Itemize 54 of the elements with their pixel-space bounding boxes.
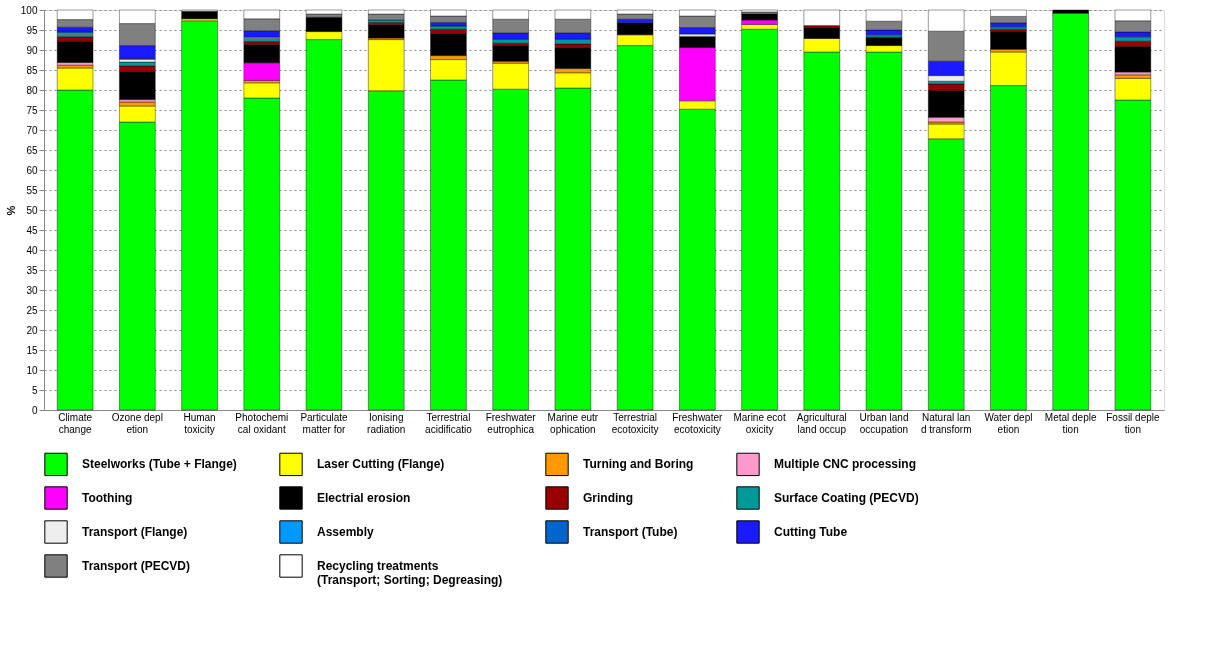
- x-tick-label: Ionising radiation: [367, 411, 406, 435]
- legend-label: Cutting Tube: [774, 525, 848, 539]
- legend-label: Transport (PECVD): [82, 559, 191, 573]
- legend-label: Recycling treatments (Transport; Sorting; Degreasing): [317, 559, 503, 587]
- y-tick-label: 10: [26, 364, 38, 376]
- y-tick-label: 0: [31, 404, 38, 416]
- y-tick-label: 60: [26, 164, 38, 176]
- legend-label: Transport (Tube): [583, 525, 678, 539]
- x-tick-label: Terrestrial ecotoxicity: [611, 411, 659, 435]
- y-tick-label: 65: [26, 144, 38, 156]
- x-tick-label: Freshwater ecotoxicity: [672, 411, 724, 435]
- legend-label: Laser Cutting (Flange): [317, 457, 445, 472]
- x-tick-label: Water depl etion: [984, 411, 1033, 435]
- x-tick-label: Ozone depl etion: [111, 411, 163, 435]
- x-tick-label: Human toxicity: [183, 411, 216, 435]
- y-tick-label: 15: [26, 344, 38, 356]
- legend-label: Toothing: [82, 491, 133, 505]
- x-tick-label: Photochemi cal oxidant: [235, 411, 289, 435]
- y-tick-label: 5: [31, 384, 38, 396]
- legend-label: Assembly: [317, 525, 375, 539]
- y-tick-label: 40: [26, 244, 38, 256]
- x-tick-label: Freshwater eutrophica: [485, 411, 537, 435]
- legend-label: Steelworks (Tube + Flange): [82, 457, 237, 472]
- y-tick-label: 85: [26, 64, 38, 76]
- x-tick-label: Agricultural land occup: [796, 411, 847, 435]
- y-tick-label: 30: [26, 284, 38, 296]
- x-tick-label: Climate change: [58, 411, 93, 435]
- y-tick-label: 95: [26, 24, 38, 36]
- legend-label: Surface Coating (PECVD): [774, 491, 919, 505]
- x-tick-label: Urban land occupation: [859, 411, 909, 435]
- x-tick-label: Marine ecot oxicity: [733, 411, 786, 435]
- x-tick-label: Fossil deple tion: [1106, 411, 1161, 435]
- y-tick-label: 90: [26, 44, 38, 56]
- x-tick-label: Metal deple tion: [1044, 411, 1097, 435]
- y-tick-label: 80: [26, 84, 38, 96]
- y-tick-label: 70: [26, 124, 38, 136]
- y-tick-label: 20: [26, 324, 38, 336]
- y-axis-title: %: [4, 205, 17, 216]
- x-tick-label: Natural lan d transform: [920, 411, 972, 435]
- x-tick-label: Marine eutr ophication: [547, 411, 599, 435]
- y-tick-label: 35: [26, 264, 38, 276]
- legend-label: Turning and Boring: [583, 457, 694, 472]
- y-tick-label: 50: [26, 204, 38, 216]
- legend-label: Transport (Flange): [82, 525, 188, 539]
- y-tick-label: 100: [20, 4, 38, 16]
- legend-label: Grinding: [583, 491, 633, 505]
- x-tick-label: Terrestrial acidificatio: [425, 411, 473, 435]
- y-tick-label: 75: [26, 104, 38, 116]
- y-tick-label: 25: [26, 304, 38, 316]
- legend-label: Multiple CNC processing: [774, 457, 917, 472]
- y-tick-label: 45: [26, 224, 38, 236]
- x-tick-label: Particulate matter for: [300, 411, 349, 435]
- legend-label: Electrial erosion: [317, 491, 411, 505]
- y-tick-label: 55: [26, 184, 38, 196]
